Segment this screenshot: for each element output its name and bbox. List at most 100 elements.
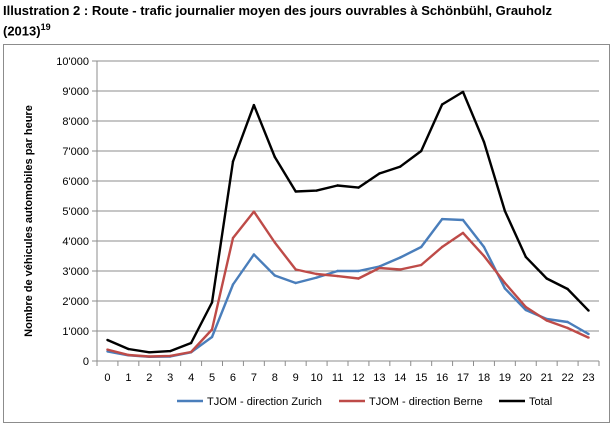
x-tick-label: 5: [209, 372, 215, 384]
x-tick-label: 13: [373, 372, 385, 384]
data-point-total: [420, 149, 423, 153]
legend: TJOM - direction Zurich TJOM - direction …: [177, 396, 552, 408]
data-point-total: [378, 172, 381, 175]
x-tick-label: 14: [394, 372, 406, 384]
series-lines: [106, 90, 590, 358]
x-tick-label: 4: [188, 372, 194, 384]
data-point-total: [336, 184, 339, 187]
data-point-total: [399, 165, 402, 168]
y-axis-label: Nombre de véhicules automobiles par heur…: [23, 105, 35, 337]
data-point-tjom-direction-berne: [169, 354, 172, 358]
x-tick-label: 7: [251, 372, 257, 384]
x-tick-label: 12: [352, 372, 364, 384]
line-chart: 0 1'000 2'000 3'000 4'000 5'000 6'000 7'000 8'00…: [23, 56, 600, 408]
data-point-tjom-direction-zurich: [357, 269, 360, 273]
data-point-tjom-direction-berne: [545, 319, 548, 322]
caption-line1: Illustration 2 : Route - trafic journali…: [3, 3, 552, 18]
data-point-tjom-direction-berne: [273, 241, 276, 244]
x-tick-label: 6: [230, 372, 236, 384]
data-point-tjom-direction-berne: [336, 274, 339, 278]
data-point-total: [127, 347, 130, 351]
data-point-total: [461, 90, 465, 94]
data-point-tjom-direction-berne: [357, 277, 360, 280]
caption-footnote: 19: [40, 22, 51, 32]
legend-label-tjom-direction-berne: TJOM - direction Berne: [369, 396, 483, 408]
data-point-tjom-direction-zurich: [524, 308, 527, 312]
data-point-tjom-direction-zurich: [252, 253, 256, 256]
data-point-total: [106, 338, 109, 342]
x-tick-label: 17: [457, 372, 469, 384]
y-tick-label: 3'000: [62, 266, 89, 278]
y-tick-label: 0: [83, 356, 89, 368]
y-tick-label: 5'000: [62, 206, 89, 218]
data-point-total: [503, 209, 507, 213]
data-point-total: [148, 351, 151, 354]
data-point-tjom-direction-zurich: [231, 283, 235, 286]
data-point-tjom-direction-zurich: [294, 281, 297, 285]
data-point-total: [440, 103, 444, 106]
y-tick-label: 9'000: [62, 86, 89, 98]
y-tick-label: 2'000: [62, 296, 89, 308]
y-tick-label: 4'000: [62, 236, 89, 248]
data-point-tjom-direction-berne: [420, 263, 423, 267]
x-tick-label: 19: [499, 372, 511, 384]
data-point-total: [587, 309, 590, 312]
data-point-tjom-direction-berne: [482, 254, 486, 258]
chart-frame: 0 1'000 2'000 3'000 4'000 5'000 6'000 7'000 8'00…: [3, 44, 610, 423]
y-tick-labels: 0 1'000 2'000 3'000 4'000 5'000 6'000 7'000 8'00…: [56, 56, 89, 368]
x-tick-label: 23: [582, 372, 594, 384]
data-point-total: [231, 160, 235, 163]
x-tick-label: 22: [562, 372, 574, 384]
data-point-total: [482, 140, 486, 144]
data-point-total: [315, 189, 318, 192]
data-point-tjom-direction-berne: [231, 236, 235, 240]
data-point-tjom-direction-berne: [566, 326, 569, 330]
x-tick-label: 3: [167, 372, 173, 384]
data-point-tjom-direction-berne: [106, 348, 109, 351]
data-point-tjom-direction-berne: [399, 268, 402, 271]
data-point-total: [357, 186, 360, 189]
x-tick-label: 11: [332, 372, 343, 384]
y-tick-label: 6'000: [62, 176, 89, 188]
data-point-tjom-direction-berne: [524, 305, 527, 309]
data-point-tjom-direction-zurich: [503, 287, 507, 290]
data-point-tjom-direction-berne: [294, 268, 297, 271]
caption-line2: (2013): [3, 23, 41, 39]
x-tick-labels: 0 1 2 3 4 5 6 7 8 9 10 11 12 13 14 15 16 17 18 19 20 21 22 23: [104, 372, 594, 384]
data-point-tjom-direction-zurich: [336, 269, 339, 273]
y-tick-label: 1'000: [62, 326, 89, 338]
data-point-total: [524, 255, 527, 259]
y-tick-label: 10'000: [56, 56, 89, 68]
data-point-tjom-direction-berne: [189, 350, 193, 354]
x-tick-label: 9: [293, 372, 299, 384]
legend-label-tjom-direction-zurich: TJOM - direction Zurich: [207, 396, 322, 408]
gridlines: [97, 60, 599, 332]
data-point-tjom-direction-berne: [461, 231, 465, 235]
data-point-tjom-direction-berne: [587, 336, 590, 339]
data-point-total: [189, 341, 193, 345]
data-point-tjom-direction-zurich: [482, 245, 486, 249]
data-point-total: [210, 301, 214, 304]
x-tick-label: 1: [125, 372, 131, 384]
data-point-tjom-direction-zurich: [440, 217, 444, 221]
data-point-tjom-direction-berne: [210, 328, 214, 331]
data-point-tjom-direction-berne: [148, 355, 151, 358]
x-tick-label: 16: [436, 372, 448, 384]
data-point-tjom-direction-zurich: [210, 335, 214, 339]
data-point-tjom-direction-berne: [440, 245, 444, 249]
data-point-total: [566, 287, 569, 291]
x-tick-label: 21: [541, 372, 553, 384]
data-point-tjom-direction-zurich: [315, 276, 318, 279]
x-tick-label: 20: [520, 372, 532, 384]
data-point-total: [273, 155, 276, 159]
x-tick-label: 8: [272, 372, 278, 384]
series-line-total: [107, 90, 590, 354]
data-point-tjom-direction-berne: [315, 272, 318, 276]
data-point-tjom-direction-zurich: [420, 245, 423, 249]
data-point-tjom-direction-zurich: [399, 256, 402, 259]
data-point-tjom-direction-berne: [503, 281, 507, 285]
data-point-tjom-direction-berne: [378, 266, 381, 270]
x-tick-label: 18: [478, 372, 490, 384]
data-point-tjom-direction-berne: [252, 210, 256, 213]
x-tick-label: 15: [415, 372, 427, 384]
